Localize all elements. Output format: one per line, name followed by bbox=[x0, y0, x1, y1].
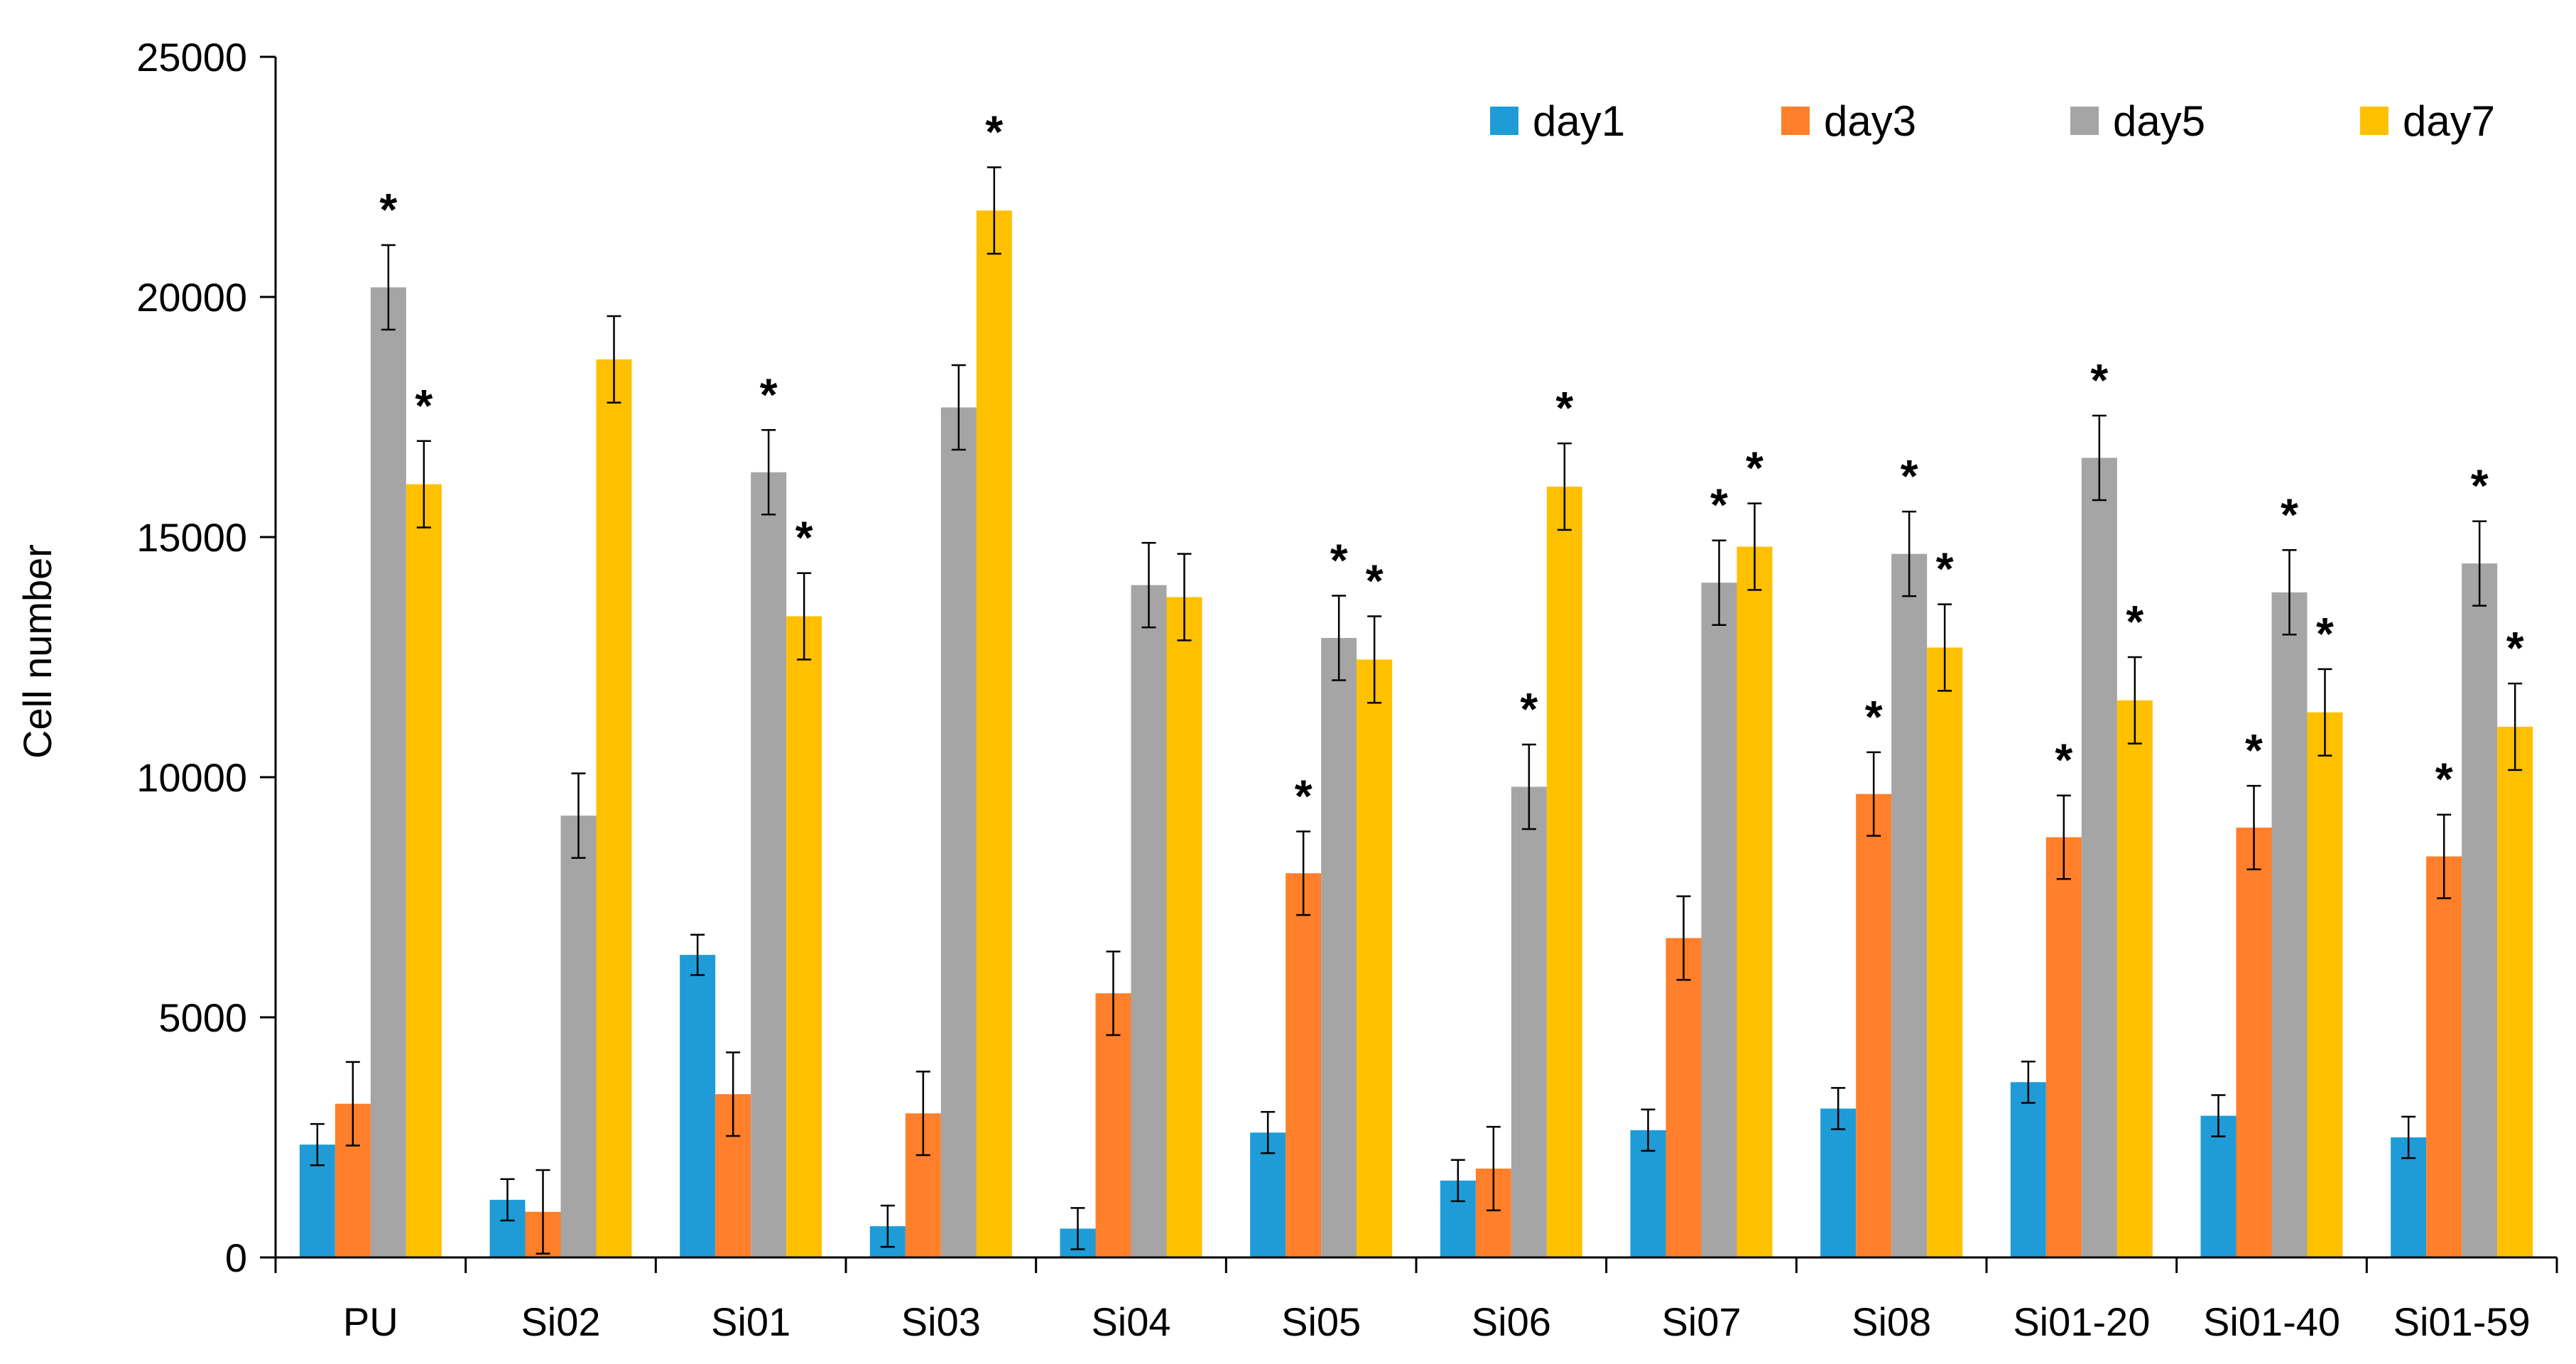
legend-swatch-day5 bbox=[2070, 107, 2099, 135]
bar-day5 bbox=[940, 407, 977, 1257]
bar-day3 bbox=[2236, 827, 2272, 1257]
bar-day7 bbox=[406, 484, 442, 1257]
x-category-label: Si01 bbox=[711, 1299, 790, 1344]
bar-day7 bbox=[786, 616, 822, 1257]
significance-star: * bbox=[1710, 480, 1728, 531]
y-tick-label: 15000 bbox=[136, 515, 247, 560]
bar-day1 bbox=[2200, 1115, 2237, 1257]
bar-day3 bbox=[1095, 993, 1131, 1257]
significance-star: * bbox=[985, 106, 1003, 157]
significance-star: * bbox=[1901, 450, 1918, 502]
significance-star: * bbox=[2471, 460, 2489, 512]
bar-day5 bbox=[1511, 786, 1547, 1257]
bar-day7 bbox=[1357, 659, 1393, 1257]
significance-layer: * * * * * * * * * * * * * * * * * * * * * * * * bbox=[379, 106, 2523, 821]
bar-day7 bbox=[2307, 712, 2343, 1257]
significance-star: * bbox=[1295, 770, 1313, 821]
legend-label-day1: day1 bbox=[1533, 97, 1625, 145]
x-category-label: Si06 bbox=[1472, 1299, 1551, 1344]
significance-star: * bbox=[1555, 382, 1573, 433]
bar-day5 bbox=[2462, 563, 2498, 1257]
x-category-label: Si07 bbox=[1661, 1299, 1741, 1344]
bar-day1 bbox=[1820, 1108, 1857, 1257]
significance-star: * bbox=[1746, 443, 1763, 494]
bar-day1 bbox=[680, 955, 716, 1257]
bar-day5 bbox=[1701, 583, 1737, 1257]
bar-day5 bbox=[560, 816, 597, 1257]
x-category-label: Si01-59 bbox=[2393, 1299, 2531, 1344]
significance-star: * bbox=[1366, 556, 1384, 607]
y-axis-title: Cell number bbox=[15, 544, 60, 759]
significance-star: * bbox=[2090, 354, 2108, 406]
error-bars-layer bbox=[310, 166, 2523, 1255]
bar-day5 bbox=[370, 287, 406, 1258]
significance-star: * bbox=[415, 380, 433, 431]
bar-day5 bbox=[2271, 592, 2308, 1257]
bar-day5 bbox=[751, 472, 787, 1257]
significance-star: * bbox=[2126, 596, 2143, 647]
y-tick-label: 5000 bbox=[158, 995, 247, 1040]
y-tick-label: 20000 bbox=[136, 275, 247, 320]
y-ticks: 0 5000 10000 15000 20000 25000 bbox=[136, 35, 276, 1280]
x-category-label: Si05 bbox=[1281, 1299, 1361, 1344]
bar-day7 bbox=[1546, 487, 1582, 1257]
bar-day5 bbox=[1131, 585, 1167, 1257]
bar-day3 bbox=[2426, 856, 2462, 1257]
x-category-label: Si01-20 bbox=[2013, 1299, 2150, 1344]
significance-star: * bbox=[2316, 608, 2334, 659]
significance-star: * bbox=[2506, 622, 2524, 673]
significance-star: * bbox=[760, 369, 778, 420]
legend-swatch-day7 bbox=[2360, 107, 2388, 135]
bar-day7 bbox=[976, 210, 1012, 1257]
legend: day1 day3 day5 day7 bbox=[1490, 97, 2495, 145]
bar-day7 bbox=[596, 359, 632, 1257]
x-category-label: Si04 bbox=[1091, 1299, 1170, 1344]
bar-day5 bbox=[2081, 458, 2117, 1258]
significance-star: * bbox=[2055, 735, 2072, 786]
significance-star: * bbox=[2245, 725, 2263, 776]
y-tick-label: 25000 bbox=[136, 35, 247, 80]
bar-day5 bbox=[1891, 553, 1928, 1257]
bar-day3 bbox=[1665, 938, 1702, 1257]
x-category-label: Si03 bbox=[901, 1299, 981, 1344]
x-category-label: Si08 bbox=[1852, 1299, 1931, 1344]
bar-day3 bbox=[1286, 873, 1322, 1257]
x-category-label: Si01-40 bbox=[2203, 1299, 2340, 1344]
bar-day7 bbox=[2497, 727, 2533, 1257]
bars-layer bbox=[299, 210, 2533, 1258]
significance-star: * bbox=[1520, 683, 1538, 735]
bar-day3 bbox=[2045, 837, 2082, 1257]
bar-day5 bbox=[1321, 637, 1357, 1257]
bar-day3 bbox=[1856, 794, 1892, 1257]
bar-day7 bbox=[2116, 700, 2153, 1257]
legend-label-day7: day7 bbox=[2403, 97, 2495, 145]
significance-star: * bbox=[2435, 754, 2453, 805]
bar-day7 bbox=[1927, 647, 1963, 1257]
x-category-label: PU bbox=[343, 1299, 398, 1344]
significance-star: * bbox=[1330, 534, 1348, 585]
bar-day7 bbox=[1166, 597, 1202, 1257]
bar-day7 bbox=[1737, 546, 1773, 1257]
y-tick-label: 10000 bbox=[136, 755, 247, 800]
bar-day1 bbox=[2010, 1082, 2046, 1257]
legend-swatch-day3 bbox=[1781, 107, 1810, 135]
y-tick-label: 0 bbox=[225, 1235, 247, 1280]
x-ticks: PU Si02 Si01 Si03 Si04 Si05 Si06 Si07 Si08 Si01-2… bbox=[274, 1257, 2558, 1344]
legend-label-day3: day3 bbox=[1824, 97, 1916, 145]
significance-star: * bbox=[379, 184, 397, 235]
x-category-label: Si02 bbox=[521, 1299, 600, 1344]
significance-star: * bbox=[1865, 691, 1883, 742]
legend-label-day5: day5 bbox=[2113, 97, 2205, 145]
significance-star: * bbox=[795, 512, 813, 563]
significance-star: * bbox=[1936, 543, 1954, 595]
legend-swatch-day1 bbox=[1490, 107, 1518, 135]
significance-star: * bbox=[2281, 489, 2298, 540]
